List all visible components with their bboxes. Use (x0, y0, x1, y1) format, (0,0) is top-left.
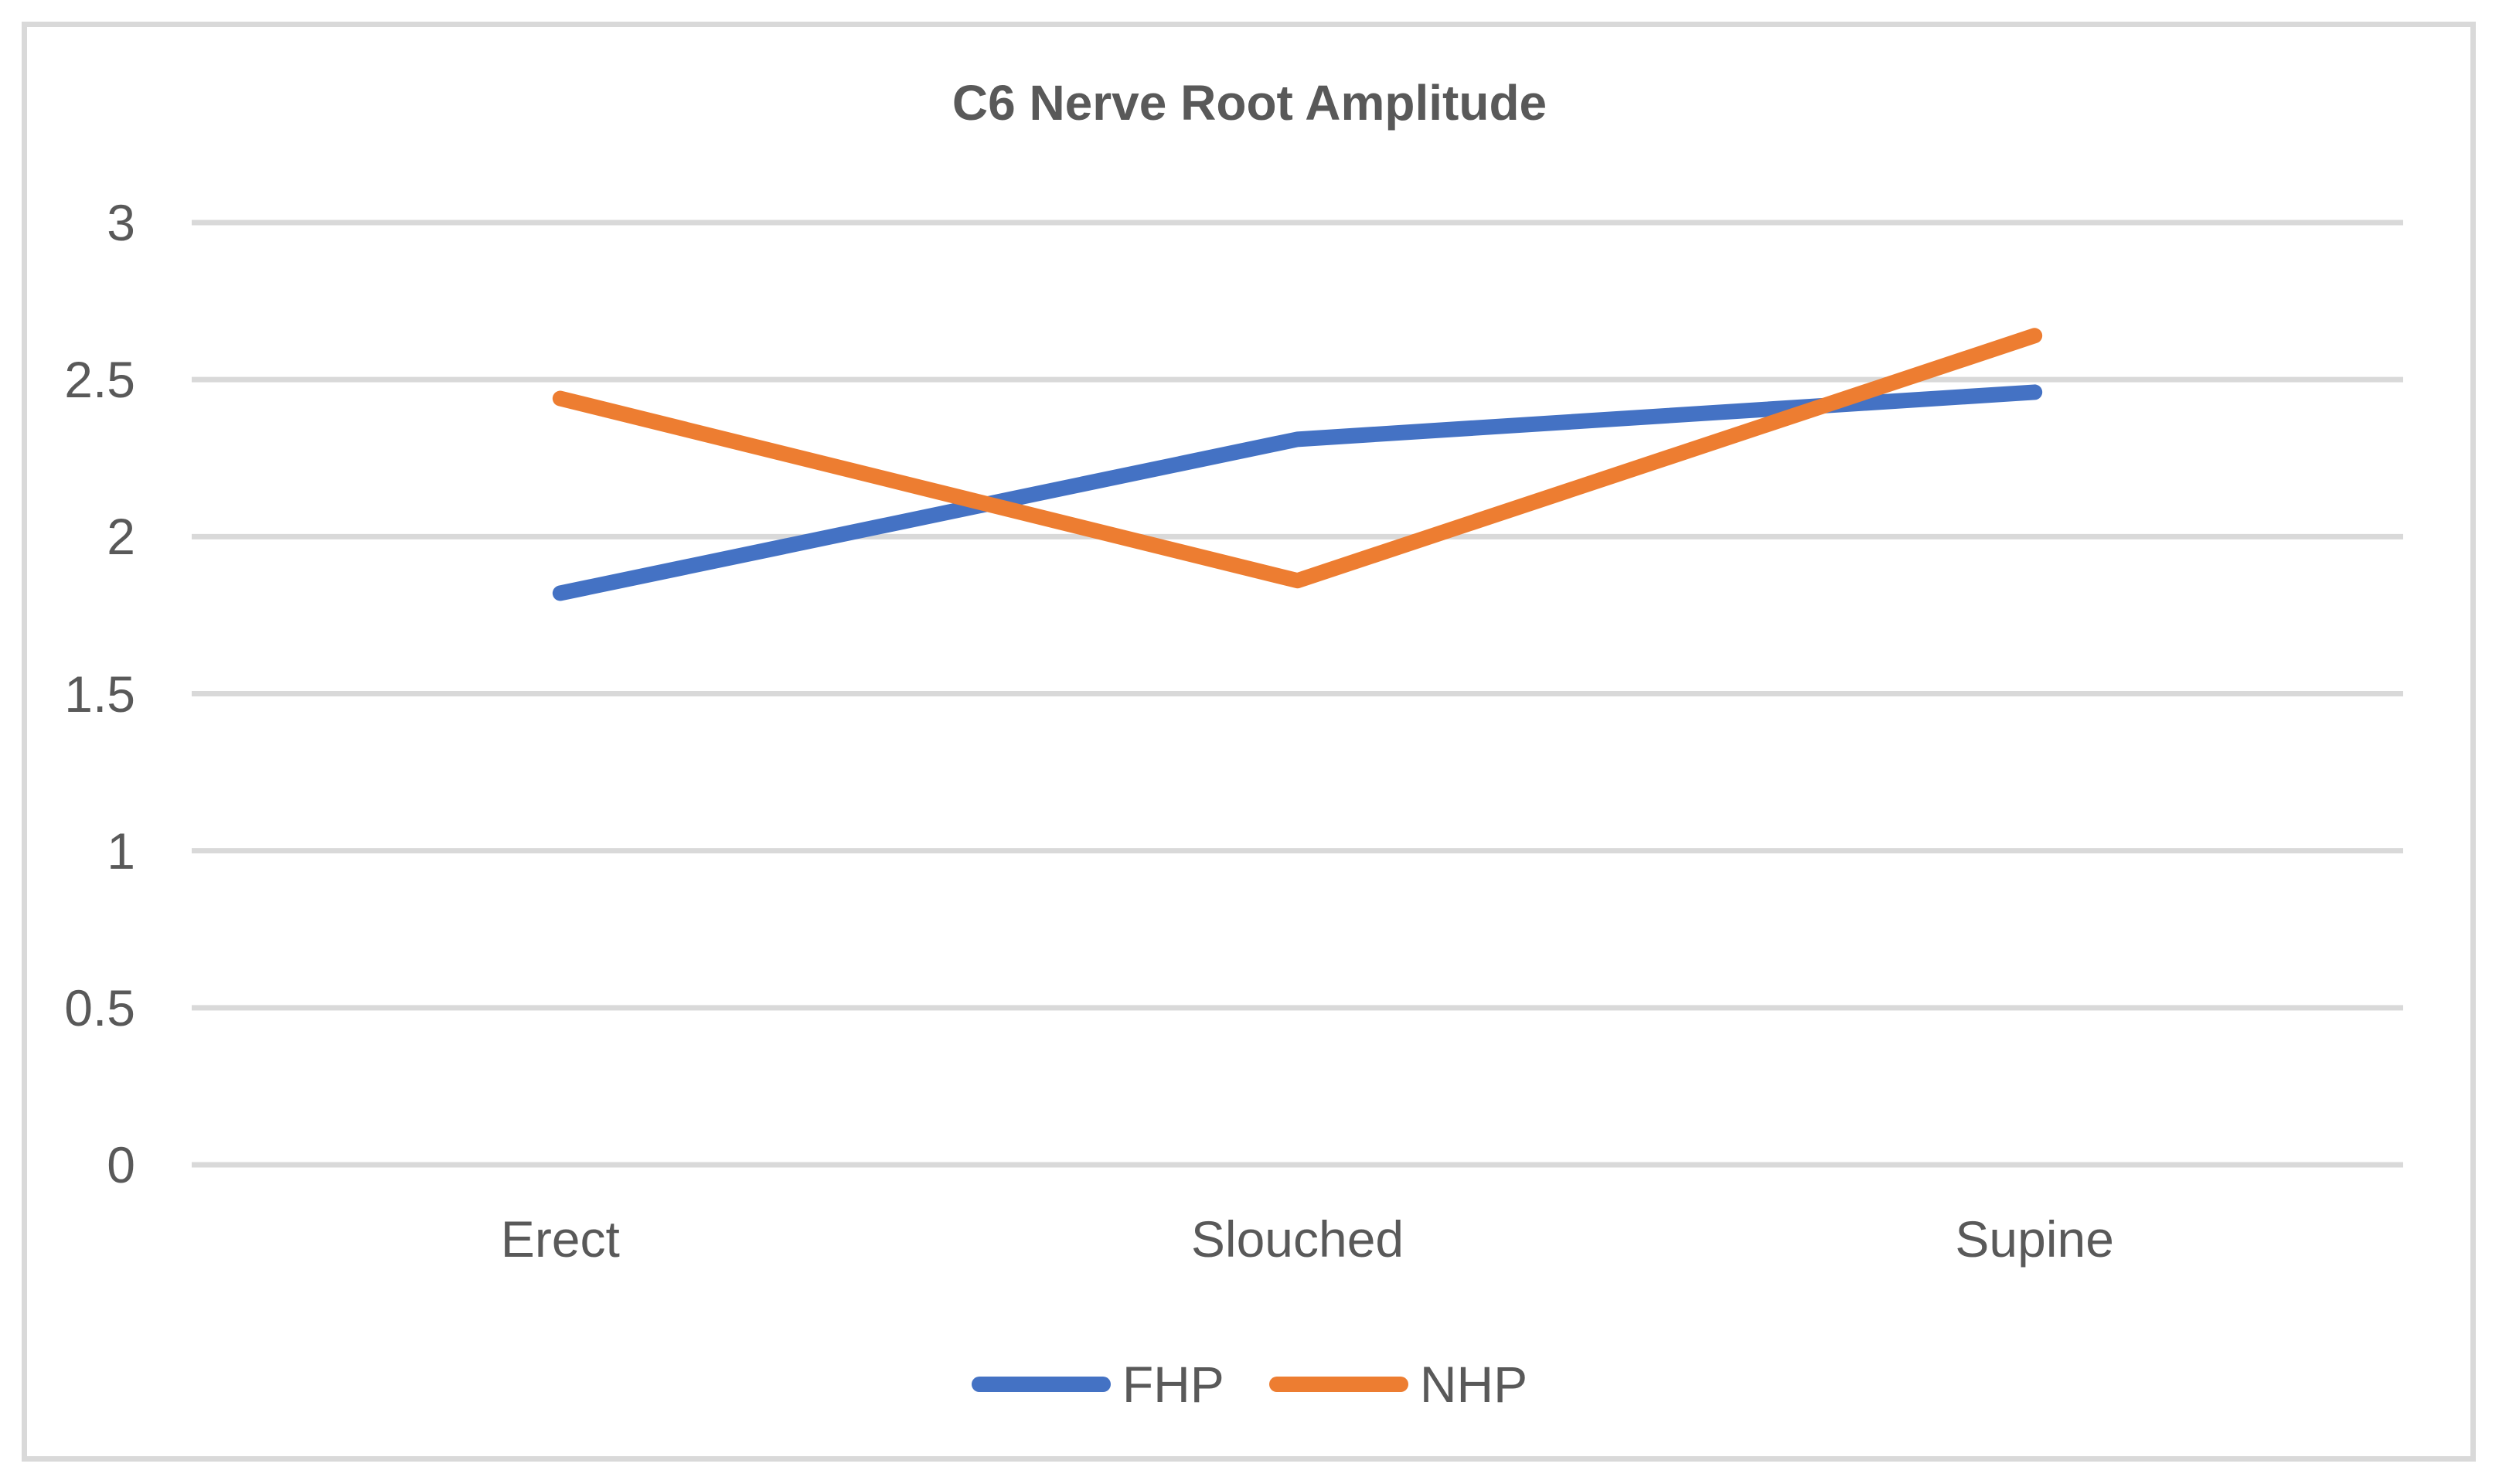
x-category-label-slouched: Slouched (1190, 1210, 1404, 1268)
legend-item-fhp: FHP (971, 1356, 1224, 1413)
x-category-label-erect: Erect (500, 1210, 620, 1268)
chart-title: C6 Nerve Root Amplitude (952, 75, 1547, 131)
chart-frame (22, 22, 2476, 1462)
y-tick-label-1: 1 (107, 822, 135, 880)
legend: FHP NHP (0, 1359, 2499, 1410)
y-tick-label-1.5: 1.5 (64, 665, 135, 723)
y-tick-label-0.5: 0.5 (64, 979, 135, 1036)
legend-label-fhp: FHP (1122, 1356, 1224, 1413)
series-line-nhp (552, 328, 2043, 589)
y-tick-label-2.5: 2.5 (64, 351, 135, 409)
y-tick-label-3: 3 (107, 194, 135, 251)
legend-label-nhp: NHP (1419, 1356, 1528, 1413)
x-category-label-supine: Supine (1955, 1210, 2114, 1268)
legend-swatch (971, 1377, 1111, 1392)
y-tick-label-2: 2 (107, 508, 135, 566)
y-tick-label-0: 0 (107, 1136, 135, 1193)
series-line-fhp (552, 384, 2043, 601)
legend-swatch (1268, 1377, 1408, 1392)
legend-item-nhp: NHP (1268, 1356, 1528, 1413)
